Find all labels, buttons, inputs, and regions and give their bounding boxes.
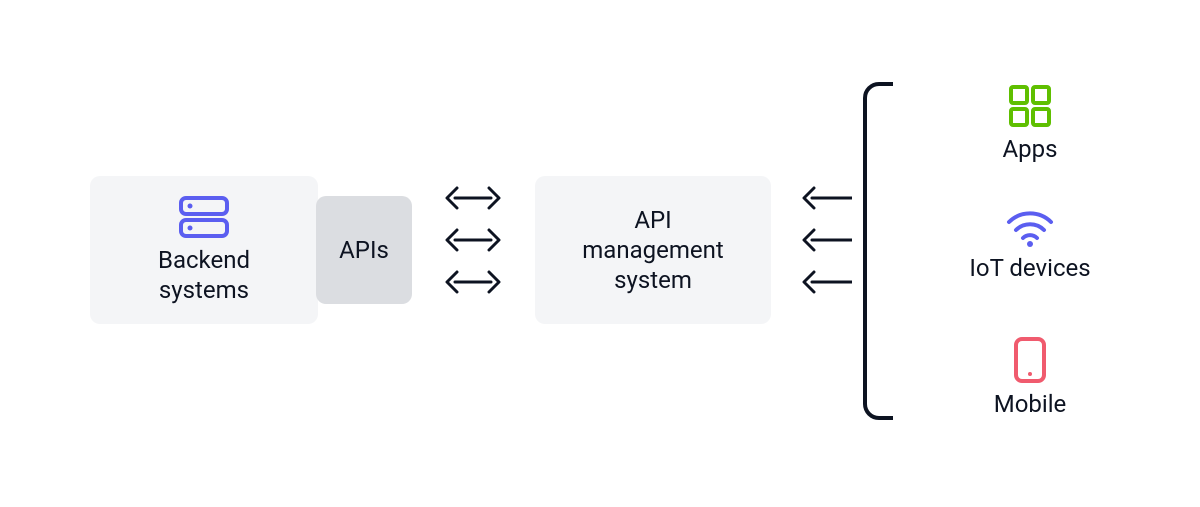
client-apps-label: Apps (1003, 135, 1058, 163)
client-apps: Apps (970, 83, 1090, 163)
apis-label: APIs (339, 235, 389, 265)
arrow (445, 186, 501, 210)
backend-label: Backend systems (158, 245, 250, 305)
backend-box: Backend systems (90, 176, 318, 324)
diagram-stage: Backend systems APIs API management syst… (0, 0, 1200, 507)
clients-bracket (863, 82, 893, 424)
apps-grid-icon (1007, 83, 1053, 129)
client-mobile-label: Mobile (994, 390, 1067, 418)
apis-box: APIs (316, 196, 412, 304)
api-mgmt-box: API management system (535, 176, 771, 324)
arrow (445, 228, 501, 252)
server-icon (178, 195, 230, 239)
api-mgmt-label: API management system (582, 205, 724, 295)
arrow (802, 186, 852, 210)
arrow (802, 270, 852, 294)
client-mobile: Mobile (962, 336, 1098, 418)
client-iot: IoT devices (940, 208, 1120, 282)
wifi-icon (1005, 208, 1055, 248)
mobile-icon (1007, 336, 1053, 384)
arrow (802, 228, 852, 252)
client-iot-label: IoT devices (969, 254, 1090, 282)
arrow (445, 270, 501, 294)
